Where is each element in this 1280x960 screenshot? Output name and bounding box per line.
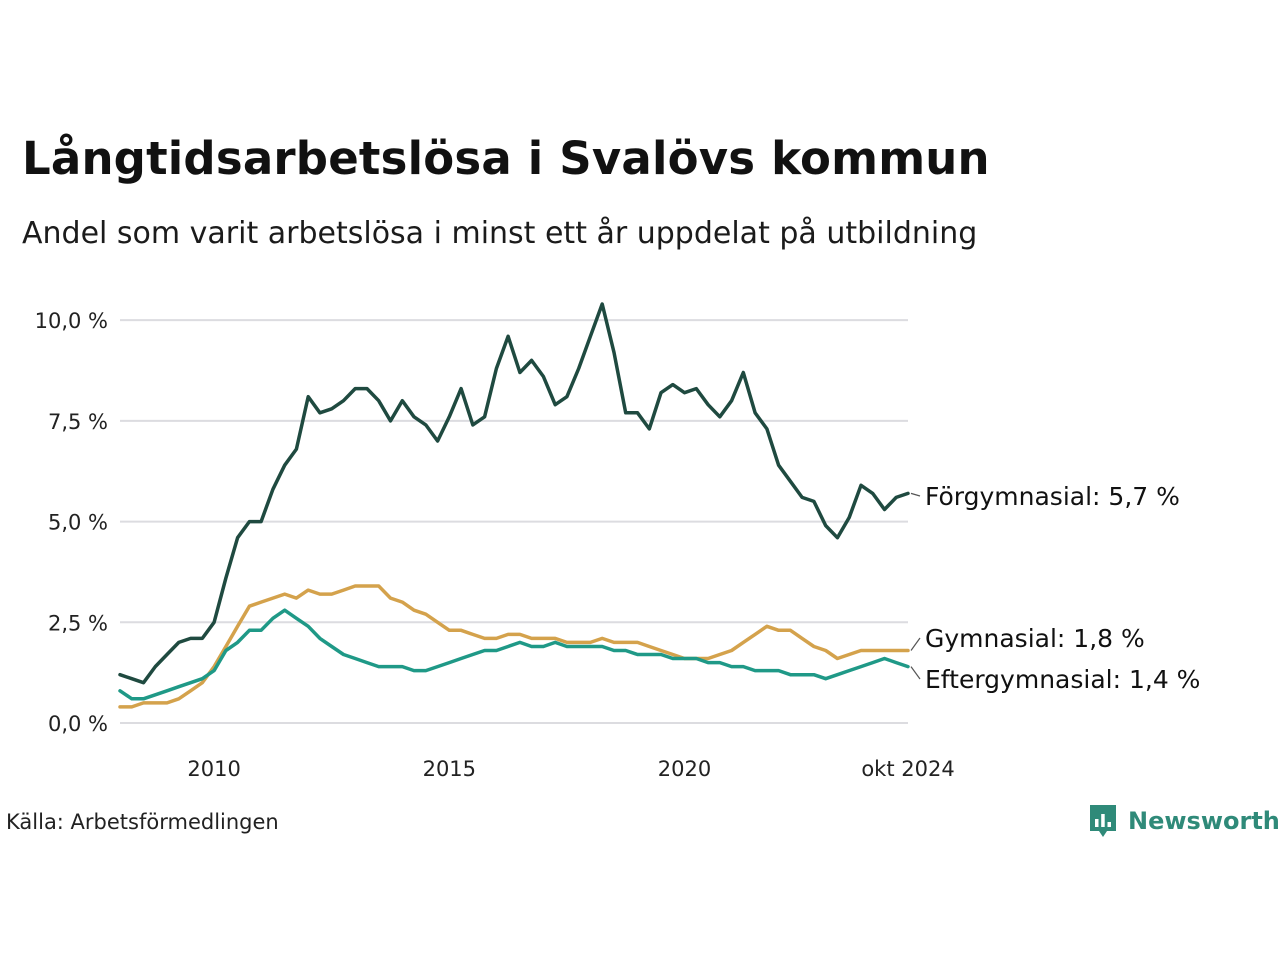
page-subtitle: Andel som varit arbetslösa i minst ett å…	[22, 216, 978, 251]
x-axis: 2010 2015 2020 okt 2024	[187, 757, 954, 781]
label-connector	[910, 492, 921, 497]
label-connector	[910, 666, 921, 680]
series-label-eftergymnasial: Eftergymnasial: 1,4 %	[925, 665, 1200, 694]
brand-logo[interactable]: Newsworthy	[1088, 803, 1280, 839]
y-tick-label: 0,0 %	[48, 712, 108, 736]
bar-chart-icon	[1090, 805, 1116, 837]
y-tick-label: 5,0 %	[48, 511, 108, 535]
series-label-gymnasial: Gymnasial: 1,8 %	[925, 624, 1145, 653]
y-tick-label: 2,5 %	[48, 611, 108, 635]
series-line-gymnasial	[118, 584, 910, 709]
gridlines	[120, 319, 908, 724]
y-axis: 0,0 % 2,5 % 5,0 % 7,5 % 10,0 %	[35, 309, 108, 736]
y-tick-label: 7,5 %	[48, 410, 108, 434]
series-label-förgymnasial: Förgymnasial: 5,7 %	[925, 482, 1180, 511]
y-tick-label: 10,0 %	[35, 309, 108, 333]
source-note: Källa: Arbetsförmedlingen	[6, 810, 279, 834]
x-tick-label: 2015	[423, 757, 476, 781]
page-title: Långtidsarbetslösa i Svalövs kommun	[22, 132, 990, 185]
x-tick-label: okt 2024	[861, 757, 954, 781]
label-connector	[910, 637, 921, 651]
series-line-förgymnasial	[118, 302, 910, 685]
series-lines	[118, 302, 910, 709]
x-tick-label: 2010	[187, 757, 240, 781]
series-line-eftergymnasial	[118, 608, 910, 701]
series-end-labels: Förgymnasial: 5,7 % Gymnasial: 1,8 % Efter…	[910, 482, 1200, 694]
brand-name: Newsworthy	[1128, 807, 1280, 835]
x-tick-label: 2020	[658, 757, 711, 781]
